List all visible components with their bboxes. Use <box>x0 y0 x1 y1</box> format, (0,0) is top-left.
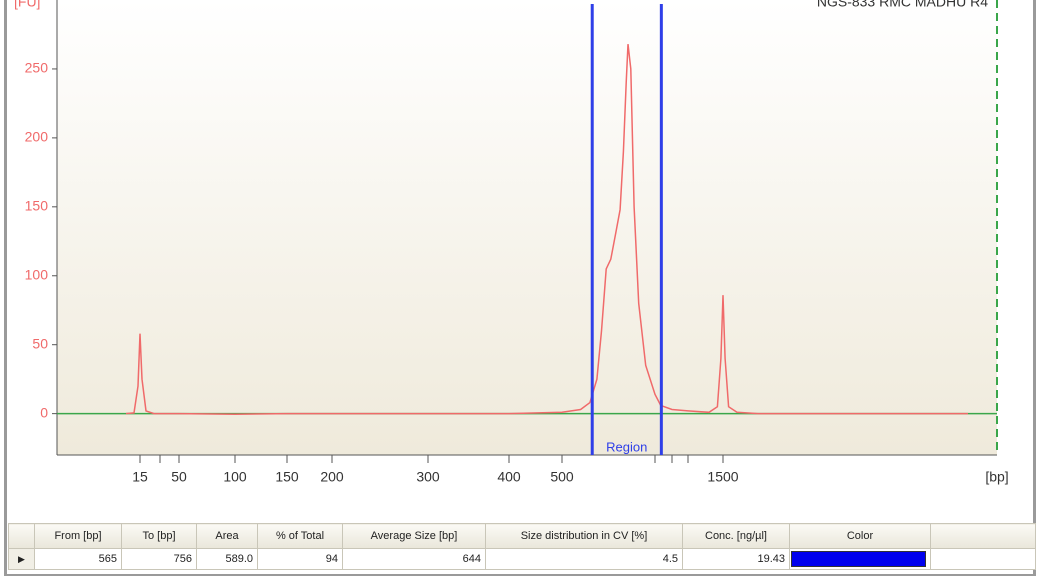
x-tick-label: 1500 <box>707 469 738 485</box>
color-swatch <box>791 551 926 567</box>
x-tick-label: 300 <box>416 469 440 485</box>
table-row: ▶ 565 756 589.0 94 644 4.5 19.43 <box>8 548 1036 570</box>
column-header: To [bp] <box>121 523 197 549</box>
x-tick-label: 15 <box>132 469 148 485</box>
x-axis-label: [bp] <box>985 469 1008 485</box>
table-body: ▶ 565 756 589.0 94 644 4.5 19.43 <box>8 548 1036 570</box>
column-header: % of Total <box>257 523 343 549</box>
region-label: Region <box>606 439 647 454</box>
y-tick-label: 200 <box>25 129 49 145</box>
column-header: Average Size [bp] <box>342 523 486 549</box>
table-cell: 644 <box>342 548 486 570</box>
x-tick-label: 150 <box>275 469 299 485</box>
header-row: From [bp] To [bp] Area% of Total Average Si… <box>8 523 1036 549</box>
corner-cell <box>8 523 35 549</box>
column-header: From [bp] <box>34 523 122 549</box>
spare-cell <box>930 548 1036 570</box>
y-tick-label: 250 <box>25 60 49 76</box>
sample-name: NGS-833 RMC MADHU R4 <box>817 0 988 10</box>
plot-area <box>57 0 997 455</box>
y-axis-label: [FU] <box>14 0 40 10</box>
table-cell: 589.0 <box>196 548 258 570</box>
table-cell: 19.43 <box>682 548 790 570</box>
y-tick-label: 150 <box>25 198 49 214</box>
color-cell <box>789 548 931 570</box>
table-cell: 4.5 <box>485 548 683 570</box>
y-tick-label: 0 <box>40 404 48 420</box>
trace <box>125 44 968 416</box>
x-tick-label: 400 <box>497 469 521 485</box>
results-table: From [bp] To [bp] Area% of Total Average Si… <box>8 523 1036 570</box>
table-cell: 756 <box>121 548 197 570</box>
table-cell: 94 <box>257 548 343 570</box>
x-tick-label: 200 <box>320 469 344 485</box>
column-header: Area <box>196 523 258 549</box>
column-header: Conc. [ng/µl] <box>682 523 790 549</box>
column-header: Color <box>789 523 931 549</box>
column-header: Size distribution in CV [%] <box>485 523 683 549</box>
row-indicator: ▶ <box>8 548 35 570</box>
x-tick-label: 100 <box>223 469 247 485</box>
y-tick-label: 50 <box>32 335 48 351</box>
x-tick-label: 500 <box>550 469 574 485</box>
table-cell: 565 <box>34 548 122 570</box>
x-tick-label: 50 <box>171 469 187 485</box>
spare-header <box>930 523 1036 549</box>
chart: [FU] NGS-833 RMC MADHU R4 [bp] 0 50 100 150… <box>14 0 1009 485</box>
y-tick-label: 100 <box>25 266 49 282</box>
